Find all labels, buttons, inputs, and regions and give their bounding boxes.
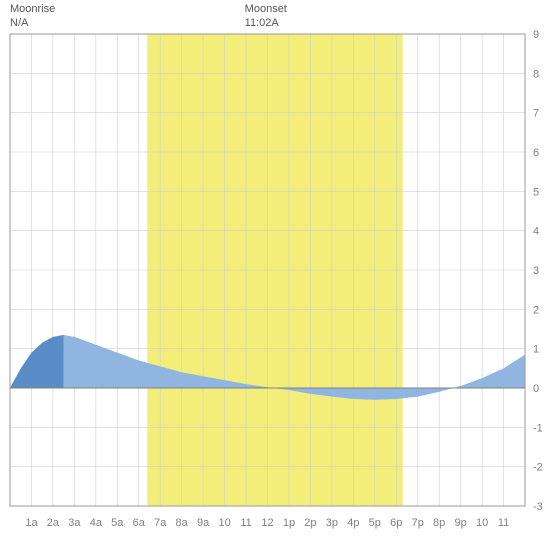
y-tick-label: 2 — [533, 304, 539, 316]
x-tick-label: 5a — [111, 517, 124, 529]
moonset-title: Moonset — [245, 3, 287, 15]
x-tick-label: 6p — [390, 517, 402, 529]
y-tick-label: 7 — [533, 108, 539, 120]
y-tick-label: 4 — [533, 226, 539, 238]
x-tick-label: 2a — [47, 517, 60, 529]
x-tick-label: 7p — [412, 517, 424, 529]
x-tick-label: 10 — [476, 517, 488, 529]
y-tick-label: 5 — [533, 186, 539, 198]
x-tick-label: 6a — [133, 517, 146, 529]
x-tick-label: 11 — [240, 517, 251, 529]
moonrise-label: Moonrise N/A — [10, 2, 55, 31]
x-tick-label: 7a — [154, 517, 167, 529]
x-tick-label: 9a — [197, 517, 210, 529]
x-tick-label: 5p — [369, 517, 381, 529]
y-tick-label: 6 — [533, 147, 539, 159]
moonset-label: Moonset 11:02A — [245, 2, 287, 31]
tide-chart: Moonrise N/A Moonset 11:02A -3-2-1012345… — [0, 0, 550, 550]
x-tick-label: 9p — [455, 517, 467, 529]
x-tick-label: 3p — [326, 517, 338, 529]
x-tick-label: 4p — [347, 517, 359, 529]
y-tick-label: -2 — [533, 462, 543, 474]
moonrise-value: N/A — [10, 17, 28, 29]
x-tick-label: 10 — [218, 517, 230, 529]
y-tick-label: 0 — [533, 383, 539, 395]
x-tick-label: 8p — [433, 517, 445, 529]
moonrise-title: Moonrise — [10, 3, 55, 15]
chart-svg: -3-2-101234567891a2a3a4a5a6a7a8a9a101112… — [0, 0, 550, 550]
y-tick-label: 1 — [533, 344, 539, 356]
x-tick-label: 2p — [304, 517, 316, 529]
y-tick-label: -1 — [533, 422, 543, 434]
y-tick-label: 3 — [533, 265, 539, 277]
y-tick-label: -3 — [533, 501, 543, 513]
x-tick-label: 11 — [498, 517, 509, 529]
x-tick-label: 4a — [90, 517, 103, 529]
x-tick-label: 12 — [261, 517, 273, 529]
x-tick-label: 8a — [176, 517, 189, 529]
x-tick-label: 3a — [68, 517, 81, 529]
x-tick-label: 1a — [25, 517, 38, 529]
y-tick-label: 8 — [533, 68, 539, 80]
moonset-value: 11:02A — [245, 17, 279, 29]
x-tick-label: 1p — [283, 517, 295, 529]
y-tick-label: 9 — [533, 29, 539, 41]
